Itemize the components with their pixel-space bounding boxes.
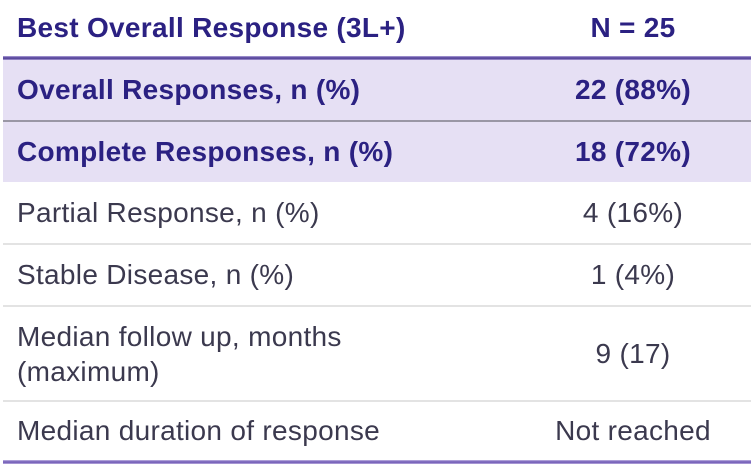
table-row-median-followup: Median follow up, months (maximum) 9 (17… (3, 307, 751, 402)
row-label: Overall Responses, n (%) (17, 74, 361, 105)
table-row-overall-responses: Overall Responses, n (%) 22 (88%) (3, 60, 751, 122)
row-value: 4 (16%) (582, 196, 684, 228)
table-title: Best Overall Response (3L+) (17, 12, 406, 43)
row-value: Not reached (555, 415, 711, 446)
header-divider-rule (3, 56, 751, 60)
row-value: 9 (17) (595, 337, 671, 369)
response-table: Best Overall Response (3L+) N = 25 Overa… (3, 0, 751, 464)
table-header-row: Best Overall Response (3L+) N = 25 (3, 0, 751, 56)
table-row-stable-disease: Stable Disease, n (%) 1 (4%) (3, 245, 751, 307)
row-value: 22 (88%) (574, 74, 691, 105)
table-row-complete-responses: Complete Responses, n (%) 18 (72%) (3, 122, 751, 182)
table-n-total: N = 25 (590, 12, 676, 43)
row-label: Complete Responses, n (%) (17, 136, 394, 167)
row-label: Median duration of response (17, 415, 380, 446)
table-row-median-duration: Median duration of response Not reached (3, 402, 751, 460)
table-row-partial-response: Partial Response, n (%) 4 (16%) (3, 182, 751, 245)
table-bottom-rule (3, 460, 751, 464)
row-label: Median follow up, months (maximum) (17, 320, 342, 387)
row-label: Partial Response, n (%) (17, 196, 320, 228)
row-value: 1 (4%) (590, 259, 676, 290)
row-label: Stable Disease, n (%) (17, 259, 295, 290)
row-value: 18 (72%) (574, 136, 691, 167)
